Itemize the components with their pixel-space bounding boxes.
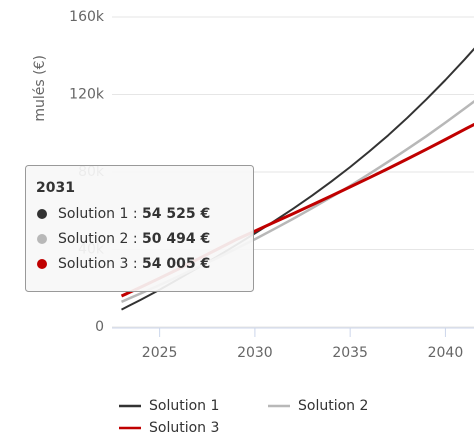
legend-label: Solution 1	[149, 398, 219, 414]
x-tick-label: 2040	[428, 345, 464, 361]
tooltip-series-name: Solution 2	[58, 231, 128, 247]
y-tick-label: 160k	[69, 9, 105, 25]
tooltip: 2031 Solution 1 : 54 525 € Solution 2 : 50…	[25, 165, 254, 292]
tooltip-value: 50 494 €	[142, 231, 210, 247]
legend-label: Solution 3	[149, 420, 219, 436]
y-axis-label: mulés (€)	[32, 55, 48, 122]
x-tick-label: 2035	[332, 345, 368, 361]
tooltip-marker	[37, 234, 47, 244]
y-tick-label: 120k	[69, 87, 105, 103]
tooltip-row: Solution 1 : 54 525 €	[58, 206, 210, 222]
tooltip-series-name: Solution 3	[58, 256, 128, 272]
tooltip-row: Solution 2 : 50 494 €	[58, 231, 210, 247]
x-tick-label: 2025	[142, 345, 178, 361]
legend-label: Solution 2	[298, 398, 368, 414]
tooltip-box	[25, 165, 254, 292]
tooltip-row: Solution 3 : 54 005 €	[58, 256, 210, 272]
tooltip-separator: :	[128, 231, 142, 247]
tooltip-value: 54 005 €	[142, 256, 210, 272]
tooltip-marker	[37, 259, 47, 269]
legend-item[interactable]: Solution 2	[268, 398, 368, 414]
tooltip-series-name: Solution 1	[58, 206, 128, 222]
tooltip-title: 2031	[36, 180, 75, 196]
legend-item[interactable]: Solution 1	[119, 398, 219, 414]
tooltip-marker	[37, 209, 47, 219]
tooltip-value: 54 525 €	[142, 206, 210, 222]
tooltip-separator: :	[128, 256, 142, 272]
legend[interactable]: Solution 1 Solution 2 Solution 3	[119, 398, 368, 436]
tooltip-separator: :	[128, 206, 142, 222]
legend-item[interactable]: Solution 3	[119, 420, 219, 436]
y-tick-label: 0	[95, 319, 104, 335]
x-tick-label: 2030	[237, 345, 273, 361]
